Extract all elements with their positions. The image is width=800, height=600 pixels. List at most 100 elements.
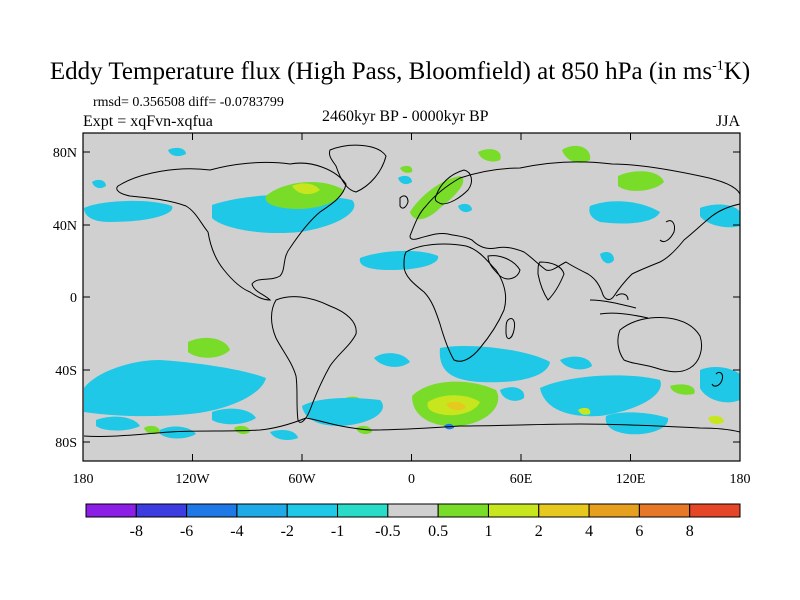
coastline-south-america: [271, 296, 357, 423]
colorbar-swatch: [588, 503, 640, 518]
colorbar-swatch: [487, 503, 540, 518]
x-tick-label: 120W: [175, 472, 210, 487]
map-title: Eddy Temperature flux (High Pass, Bloomf…: [0, 58, 800, 86]
anomaly-patch: [700, 204, 740, 228]
colorbar-swatch: [85, 503, 137, 518]
colorbar-label: 4: [585, 523, 593, 540]
y-tick-labels: 80N 40N 0 40S 80S: [53, 146, 77, 451]
anomaly-patch: [562, 145, 591, 163]
colorbar-label: 1: [484, 523, 492, 540]
anomaly-patch: [188, 337, 230, 358]
x-tick-marks: [82, 133, 741, 461]
title-superscript: -1: [712, 58, 724, 74]
coastline-greenland: [329, 144, 387, 193]
anomaly-patch: [234, 425, 250, 435]
coastline-uk: [399, 195, 409, 209]
coastline-australia: [617, 317, 703, 373]
colorbar-label: -6: [180, 523, 193, 540]
period-label: 2460kyr BP - 0000kyr BP: [322, 108, 489, 125]
title-main: Eddy Temperature flux (High Pass, Bloomf…: [49, 58, 713, 85]
anomaly-patch: [212, 408, 256, 425]
colorbar-swatch: [186, 503, 238, 518]
x-tick-label: 60W: [288, 472, 316, 487]
anomaly-patch: [439, 345, 550, 383]
colorbar-label: -2: [281, 523, 294, 540]
coastline-north-america: [116, 161, 347, 301]
colorbar-swatch: [538, 503, 590, 518]
colorbar-label: -4: [230, 523, 243, 540]
x-tick-label: 180: [73, 472, 94, 487]
colorbar-label: 6: [635, 523, 643, 540]
anomaly-patch: [618, 171, 664, 191]
anomaly-patch: [560, 356, 592, 370]
anomaly-patch: [265, 182, 344, 210]
anomaly-patch: [540, 375, 661, 417]
colorbar-labels: -8 -6 -4 -2 -1 -0.5 0.5 1 2 4 6 8: [130, 523, 694, 540]
colorbar-label: 0.5: [428, 523, 448, 540]
coastline-india: [537, 261, 565, 301]
x-tick-label: 0: [408, 472, 415, 487]
y-tick-label: 0: [70, 291, 77, 306]
colorbar-label: 8: [686, 523, 694, 540]
colorbar-label: -8: [130, 523, 143, 540]
coastline-scandinavia: [434, 169, 472, 205]
anomaly-patch: [374, 353, 410, 367]
y-tick-label: 80S: [55, 436, 77, 451]
anomaly-field: [84, 145, 740, 440]
coastline-madagascar: [505, 317, 515, 339]
y-tick-label: 80N: [53, 146, 77, 161]
colorbar-label: 2: [535, 523, 543, 540]
anomaly-patch: [458, 203, 472, 213]
anomaly-patch: [605, 412, 669, 435]
colorbar-swatch: [437, 503, 489, 518]
coastline-new-zealand: [711, 371, 723, 387]
colorbar-swatch: [236, 503, 288, 518]
x-tick-label: 120E: [616, 472, 646, 487]
coastline-japan: [659, 220, 675, 243]
coastline-indonesia: [589, 293, 649, 319]
colorbar-swatch: [638, 503, 691, 518]
colorbar-swatch: [387, 503, 439, 518]
experiment-label: Expt = xqFvn-xqfua: [83, 113, 213, 130]
colorbar-swatch: [689, 503, 741, 518]
title-end: K): [723, 58, 751, 85]
anomaly-patch: [670, 384, 695, 395]
anomaly-patch: [478, 149, 501, 162]
y-tick-label: 40N: [53, 219, 77, 234]
anomaly-patch: [708, 415, 724, 425]
anomaly-patch: [168, 147, 186, 157]
anomaly-patch: [589, 201, 660, 224]
anomaly-patch: [84, 360, 266, 417]
x-tick-labels: 180 120W 60W 0 60E 120E 180: [73, 472, 751, 487]
anomaly-patch: [292, 183, 320, 195]
coastline-antarctica: [83, 417, 741, 438]
colorbar-swatch: [286, 503, 339, 518]
anomaly-patch: [400, 165, 413, 173]
stats-label: rmsd= 0.356508 diff= -0.0783799: [93, 95, 284, 110]
anomaly-patch: [144, 425, 160, 435]
colorbar: [85, 503, 741, 518]
coastlines: [83, 144, 741, 438]
anomaly-patch: [398, 175, 412, 185]
colorbar-swatch: [135, 503, 188, 518]
y-tick-marks: [83, 151, 740, 443]
colorbar-label: -0.5: [375, 523, 400, 540]
anomaly-patch: [600, 252, 614, 264]
coastline-eurasia: [409, 161, 741, 300]
y-tick-label: 40S: [55, 364, 77, 379]
season-label: JJA: [716, 113, 741, 130]
anomaly-patch: [302, 398, 383, 426]
anomaly-patch: [92, 179, 106, 189]
anomaly-patch: [270, 430, 298, 440]
anomaly-patch: [359, 250, 439, 270]
x-tick-label: 180: [730, 472, 751, 487]
colorbar-label: -1: [331, 523, 344, 540]
anomaly-patch: [356, 425, 372, 435]
anomaly-patch: [500, 387, 525, 401]
colorbar-swatch: [337, 503, 389, 518]
anomaly-patch: [96, 416, 140, 431]
coastline-africa: [403, 243, 507, 362]
anomaly-patch: [160, 426, 196, 439]
anomaly-patch: [446, 401, 466, 411]
